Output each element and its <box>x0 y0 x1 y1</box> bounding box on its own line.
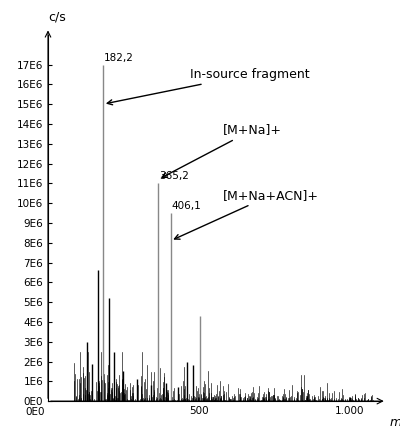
Text: c/s: c/s <box>48 11 66 24</box>
Text: In-source fragment: In-source fragment <box>107 68 310 105</box>
Text: 182,2: 182,2 <box>104 53 134 63</box>
Text: [M+Na+ACN]+: [M+Na+ACN]+ <box>174 189 319 239</box>
Text: m/z: m/z <box>390 416 400 429</box>
Text: 0E0: 0E0 <box>25 407 45 417</box>
Text: [M+Na]+: [M+Na]+ <box>162 123 282 177</box>
Text: 365,2: 365,2 <box>160 171 189 181</box>
Text: 406,1: 406,1 <box>172 201 202 211</box>
